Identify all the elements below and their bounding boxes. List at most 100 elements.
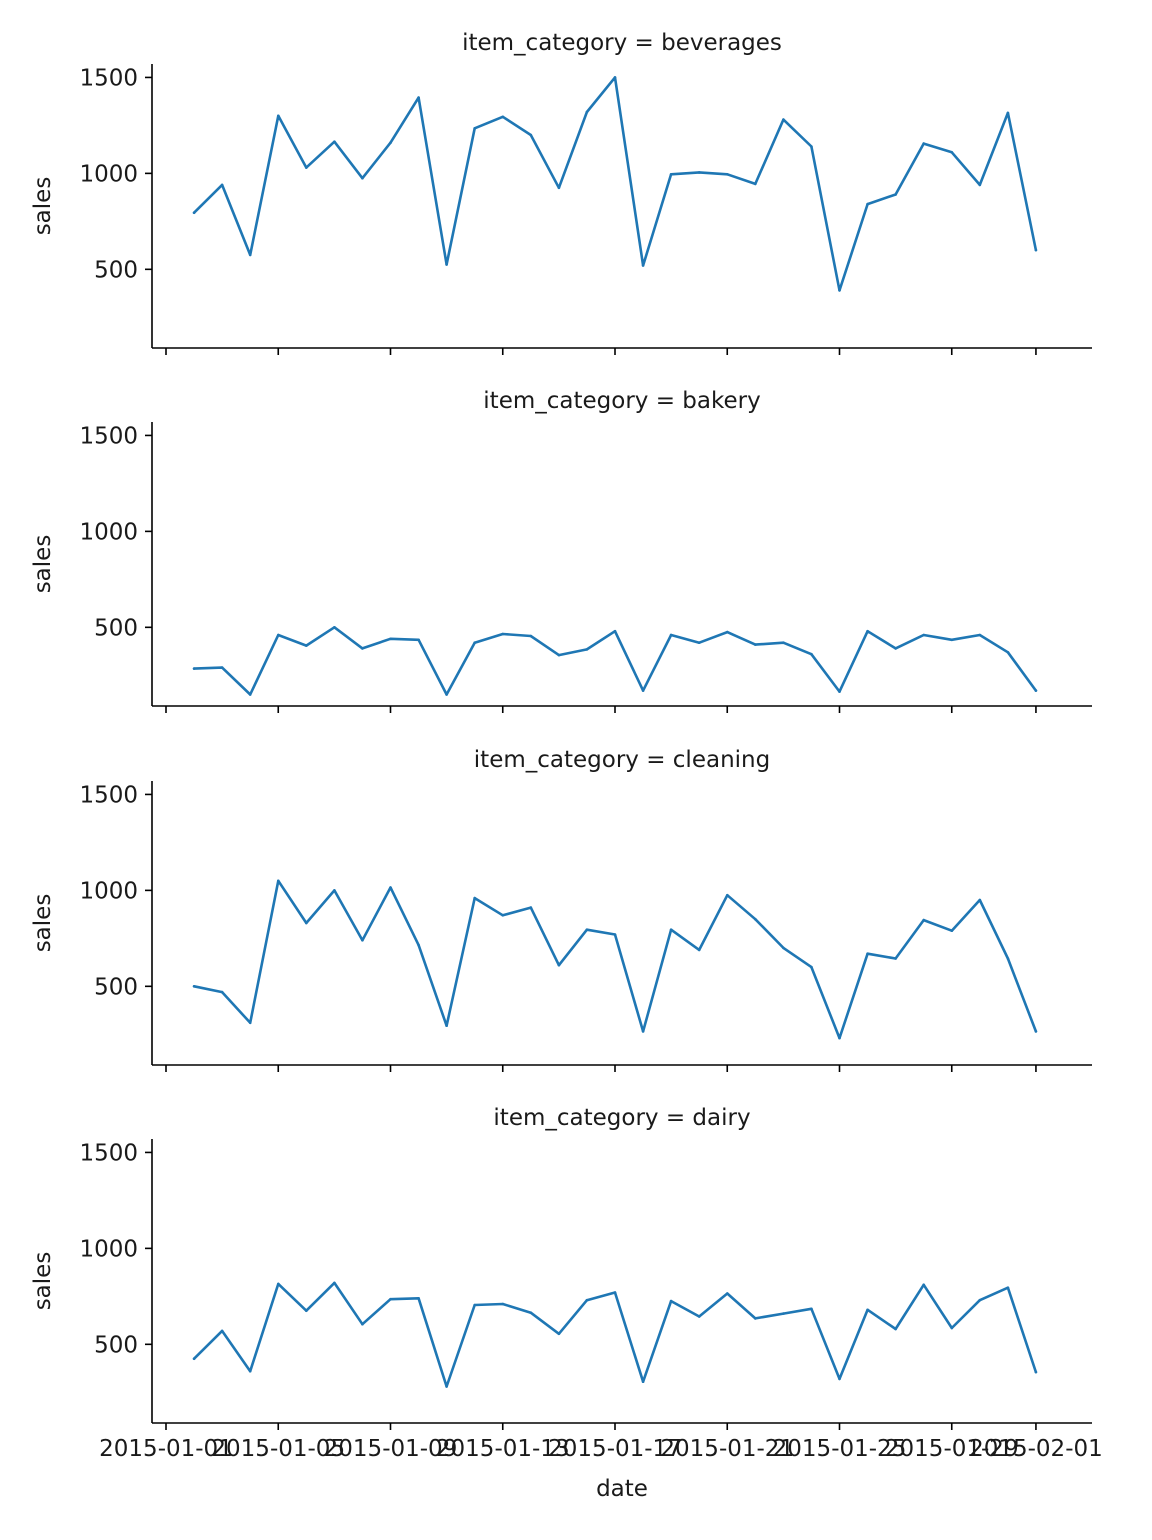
data-point — [501, 914, 505, 917]
data-point — [585, 1298, 589, 1302]
facet-panel-1: item_category = bakery 500 1000 1500 sales — [30, 388, 1092, 713]
data-point — [1006, 651, 1010, 654]
data-point — [866, 202, 869, 206]
data-point — [641, 264, 645, 267]
data-point — [1006, 1286, 1010, 1289]
data-point — [361, 1322, 364, 1326]
data-point — [782, 946, 785, 950]
data-point — [248, 1021, 252, 1025]
x-tick-label: 2015-01-17 — [548, 1436, 682, 1462]
y-tick-label: 500 — [94, 1332, 138, 1358]
data-point — [361, 939, 364, 942]
facet-panel-3: item_category = dairy 500 1000 1500 sales 201… — [30, 1105, 1103, 1462]
x-tick-label: 2015-01-09 — [324, 1436, 458, 1462]
data-point — [922, 918, 925, 922]
data-point — [866, 1308, 869, 1312]
data-point — [501, 1302, 505, 1306]
data-point — [220, 1329, 224, 1333]
data-point — [726, 893, 729, 897]
data-point — [248, 693, 252, 696]
data-point — [585, 110, 589, 114]
y-tick-label: 1500 — [79, 1140, 138, 1166]
data-point — [333, 140, 336, 143]
data-point — [445, 263, 448, 266]
data-point — [613, 629, 617, 633]
data-point — [473, 127, 477, 130]
data-point — [277, 633, 280, 637]
data-point — [782, 641, 785, 644]
y-tick-label: 1000 — [79, 161, 138, 187]
y-tick-label: 500 — [94, 615, 138, 641]
y-tick-label: 1000 — [79, 519, 138, 545]
data-point — [697, 641, 701, 644]
data-point — [894, 193, 897, 196]
data-point — [361, 647, 364, 650]
data-point — [950, 929, 954, 932]
data-point — [361, 176, 364, 180]
sales-series-line — [192, 76, 1038, 292]
facet-panel-0: item_category = beverages 500 1000 1500 sale… — [30, 30, 1092, 355]
data-point — [613, 1291, 617, 1294]
data-point — [838, 690, 841, 693]
panel-title: item_category = beverages — [462, 30, 782, 56]
data-point — [557, 653, 561, 657]
data-point — [613, 76, 617, 79]
data-point — [389, 141, 392, 144]
data-point — [529, 634, 533, 638]
panel-title: item_category = cleaning — [474, 747, 770, 773]
data-point — [950, 638, 954, 642]
data-point — [754, 182, 757, 186]
data-point — [697, 171, 701, 174]
data-point — [922, 633, 925, 637]
data-point — [810, 145, 813, 148]
data-point — [220, 666, 224, 669]
data-point — [248, 1369, 252, 1373]
data-point — [473, 1303, 477, 1307]
data-point — [417, 96, 420, 99]
data-point — [810, 1307, 813, 1311]
data-point — [473, 896, 477, 900]
data-point — [697, 1315, 701, 1318]
data-point — [866, 629, 869, 633]
x-tick-label: 2015-01-29 — [885, 1436, 1019, 1462]
data-point — [894, 957, 897, 960]
y-axis-label: sales — [30, 535, 56, 594]
data-point — [248, 253, 252, 257]
data-point — [641, 1030, 645, 1033]
data-point — [782, 1312, 785, 1315]
data-point — [529, 906, 533, 909]
data-point — [669, 173, 673, 176]
x-tick-label: 2015-02-01 — [969, 1436, 1103, 1462]
y-tick-label: 1500 — [79, 782, 138, 808]
data-point — [978, 898, 982, 902]
data-point — [585, 648, 589, 651]
y-tick-label: 1500 — [79, 65, 138, 91]
data-point — [613, 933, 617, 936]
data-point — [333, 1281, 336, 1285]
data-point — [697, 948, 701, 952]
facet-panel-2: item_category = cleaning 500 1000 1500 sales — [30, 747, 1092, 1072]
data-point — [950, 1326, 954, 1330]
data-point — [445, 693, 448, 696]
x-tick-label: 2015-01-21 — [660, 1436, 794, 1462]
data-point — [754, 917, 757, 921]
data-point — [726, 173, 729, 176]
data-point — [1034, 1370, 1038, 1374]
y-axis-label: sales — [30, 177, 56, 236]
y-tick-label: 1000 — [79, 878, 138, 904]
data-point — [417, 638, 420, 642]
data-point — [782, 118, 785, 121]
data-point — [389, 637, 392, 641]
data-point — [669, 1299, 673, 1303]
data-point — [501, 632, 505, 636]
data-point — [810, 652, 813, 656]
data-point — [529, 133, 533, 137]
y-axis-label: sales — [30, 1252, 56, 1311]
data-point — [838, 1377, 841, 1381]
y-tick-label: 500 — [94, 974, 138, 1000]
data-point — [417, 1297, 420, 1300]
data-point — [333, 889, 336, 892]
data-point — [417, 943, 420, 947]
